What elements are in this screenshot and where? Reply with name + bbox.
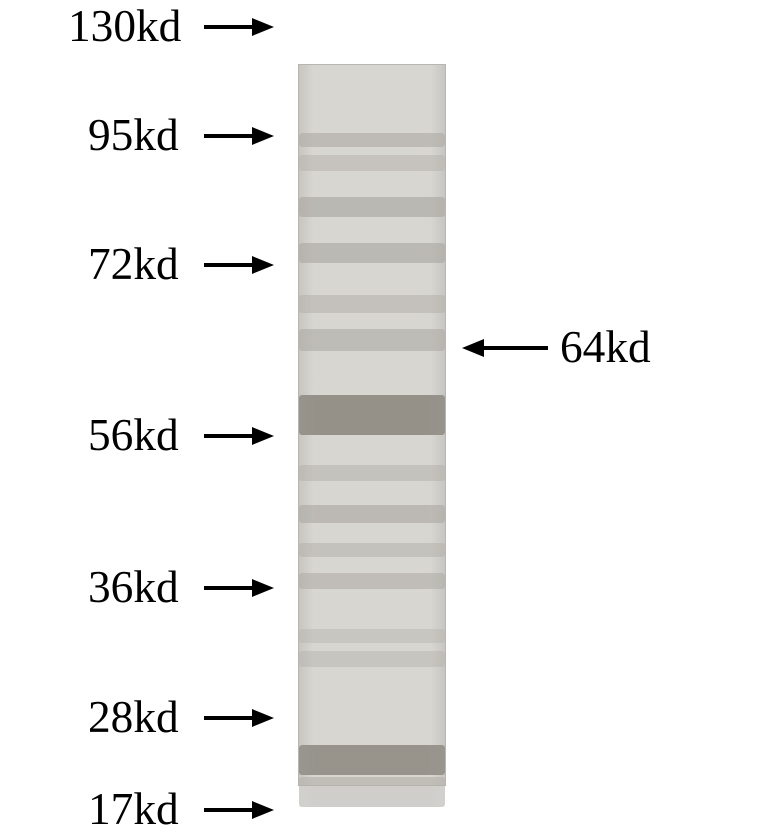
ladder-marker-label: 36kd xyxy=(88,565,179,610)
gel-band xyxy=(299,573,445,589)
arrow-right-icon xyxy=(180,705,298,731)
arrow-right-icon xyxy=(180,575,298,601)
ladder-marker-label: 17kd xyxy=(88,787,179,832)
ladder-marker-label: 56kd xyxy=(88,413,179,458)
ladder-marker-label: 72kd xyxy=(88,242,179,287)
gel-band xyxy=(299,745,445,775)
gel-lane xyxy=(298,64,446,786)
gel-band xyxy=(299,329,445,351)
gel-band xyxy=(299,197,445,217)
gel-band xyxy=(299,155,445,171)
ladder-marker-label: 130kd xyxy=(68,4,181,49)
gel-band xyxy=(299,295,445,313)
gel-band xyxy=(299,777,445,807)
gel-band xyxy=(299,133,445,147)
arrow-right-icon xyxy=(180,123,298,149)
gel-band xyxy=(299,243,445,263)
gel-band xyxy=(299,395,445,435)
arrow-right-icon xyxy=(180,252,298,278)
arrow-right-icon xyxy=(180,423,298,449)
gel-band xyxy=(299,629,445,643)
arrow-right-icon xyxy=(180,14,298,40)
target-band-label: 64kd xyxy=(560,325,651,370)
ladder-marker-label: 95kd xyxy=(88,113,179,158)
arrow-right-icon xyxy=(180,797,298,823)
gel-band xyxy=(299,505,445,523)
arrow-left-icon xyxy=(438,335,572,361)
western-blot-figure: 130kd 95kd 72kd 56kd 36kd 28kd 17kd 64kd xyxy=(0,0,768,837)
gel-band xyxy=(299,465,445,481)
gel-band xyxy=(299,651,445,667)
gel-band xyxy=(299,543,445,557)
ladder-marker-label: 28kd xyxy=(88,695,179,740)
